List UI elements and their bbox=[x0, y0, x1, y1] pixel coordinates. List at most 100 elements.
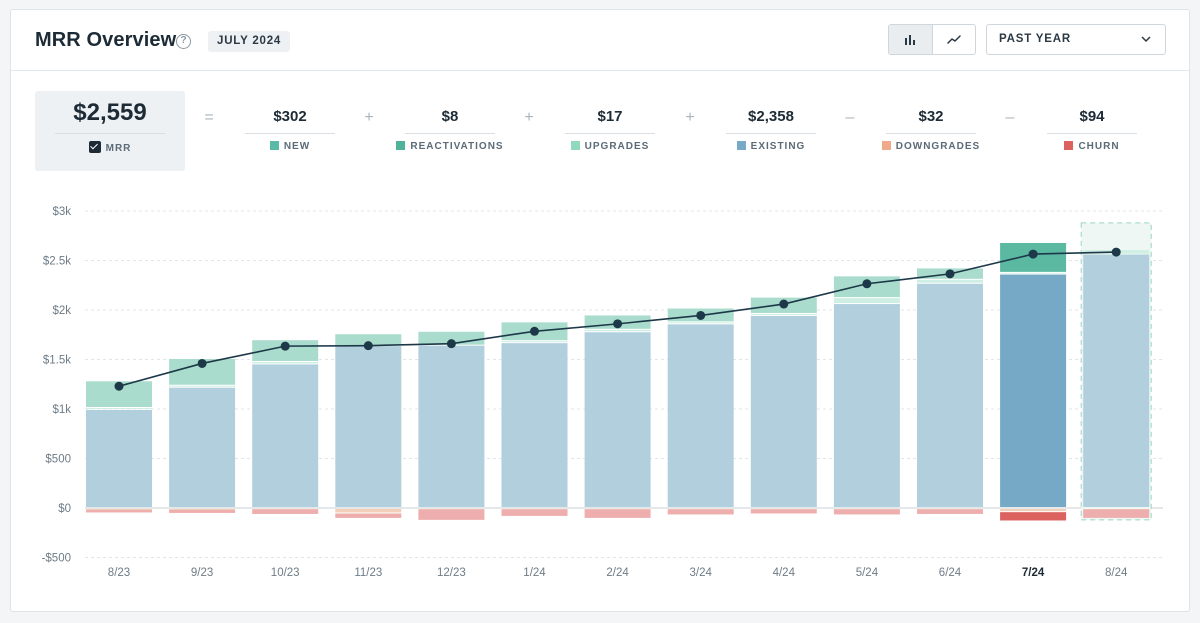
x-tick-label: 4/24 bbox=[773, 567, 796, 579]
bar-existing-7/24 bbox=[1000, 274, 1067, 507]
bar-upgrades-3/24 bbox=[667, 322, 734, 324]
bar-existing-1/24 bbox=[501, 343, 568, 507]
question-circle-icon[interactable]: ? bbox=[176, 34, 191, 49]
line-chart-toggle-button[interactable] bbox=[933, 25, 976, 54]
mrr-total-box[interactable]: $2,559 MRR bbox=[35, 91, 185, 171]
x-tick-label: 1/24 bbox=[523, 567, 546, 579]
mrr-summary: $2,559 MRR = $302 NEW + $8 REACTIVATIONS… bbox=[35, 91, 1165, 171]
component-existing[interactable]: $2,358 EXISTING bbox=[726, 91, 816, 171]
bar-upgrades-1/24 bbox=[501, 341, 568, 343]
chart-type-toggle bbox=[888, 24, 976, 55]
x-tick-label: 3/24 bbox=[690, 567, 713, 579]
downgrades-legend: DOWNGRADES bbox=[866, 141, 996, 152]
mrr-point-6/24 bbox=[945, 269, 955, 279]
mrr-point-12/23 bbox=[446, 339, 456, 349]
bar-existing-12/23 bbox=[418, 345, 485, 507]
date-badge[interactable]: JULY 2024 bbox=[208, 31, 291, 52]
bar-downgrades-9/23 bbox=[169, 509, 236, 510]
bar-chart-toggle-button[interactable] bbox=[889, 25, 933, 54]
mrr-point-9/23 bbox=[197, 358, 207, 368]
bar-upgrades-6/24 bbox=[917, 279, 983, 283]
bar-churn-4/24 bbox=[750, 509, 817, 514]
component-upgrades[interactable]: $17 UPGRADES bbox=[565, 91, 655, 171]
bar-upgrades-9/23 bbox=[169, 385, 236, 387]
card-header: MRR Overview ? JULY 2024 PAST YEAR bbox=[11, 10, 1189, 71]
x-tick-label: 2/24 bbox=[606, 567, 629, 579]
legend-swatch bbox=[269, 141, 279, 150]
bar-churn-6/24 bbox=[917, 509, 983, 514]
y-tick-label: -$500 bbox=[42, 553, 71, 565]
x-tick-label: 7/24 bbox=[1022, 567, 1045, 579]
bar-churn-5/24 bbox=[833, 509, 900, 515]
bar-existing-6/24 bbox=[917, 283, 983, 507]
bar-upgrades-5/24 bbox=[833, 298, 900, 304]
component-reactivations[interactable]: $8 REACTIVATIONS bbox=[396, 91, 503, 171]
bar-existing-3/24 bbox=[667, 324, 734, 507]
mrr-point-10/23 bbox=[280, 341, 290, 351]
legend-swatch bbox=[570, 141, 580, 150]
x-tick-label: 8/24 bbox=[1105, 567, 1128, 579]
bar-churn-9/23 bbox=[169, 509, 236, 513]
y-tick-label: $2.5k bbox=[43, 256, 71, 268]
bar-churn-3/24 bbox=[667, 509, 734, 515]
bar-existing-2/24 bbox=[584, 332, 651, 507]
x-tick-label: 9/23 bbox=[191, 567, 213, 579]
new-legend: NEW bbox=[225, 141, 355, 152]
x-tick-label: 10/23 bbox=[271, 567, 300, 579]
bar-upgrades-7/24 bbox=[1000, 272, 1067, 274]
upgrades-value: $17 bbox=[597, 108, 623, 125]
mrr-point-2/24 bbox=[613, 319, 623, 329]
y-tick-label: $1k bbox=[52, 404, 71, 416]
bar-upgrades-2/24 bbox=[584, 329, 651, 332]
bar-new-11/23 bbox=[335, 334, 402, 346]
operator-plus: + bbox=[685, 109, 695, 126]
bar-churn-7/24 bbox=[1000, 512, 1067, 521]
bar-downgrades-11/23 bbox=[335, 509, 402, 513]
mrr-checkbox[interactable] bbox=[88, 141, 101, 153]
bar-existing-5/24 bbox=[833, 304, 900, 507]
operator-minus: – bbox=[1005, 109, 1015, 126]
component-churn[interactable]: $94 CHURN bbox=[1047, 91, 1137, 171]
bar-chart-icon bbox=[905, 35, 916, 45]
bar-upgrades-10/23 bbox=[252, 361, 319, 364]
downgrades-value: $32 bbox=[918, 108, 944, 125]
bar-existing-10/23 bbox=[252, 364, 319, 507]
mrr-point-3/24 bbox=[696, 310, 706, 320]
x-tick-label: 5/24 bbox=[856, 567, 879, 579]
reactivations-legend: REACTIVATIONS bbox=[385, 141, 515, 152]
y-tick-label: $3k bbox=[52, 206, 71, 218]
legend-swatch bbox=[1064, 141, 1074, 150]
bar-churn-12/23 bbox=[418, 509, 485, 520]
component-downgrades[interactable]: $32 DOWNGRADES bbox=[881, 91, 979, 171]
bar-churn-10/23 bbox=[252, 509, 319, 514]
new-value: $302 bbox=[273, 108, 307, 125]
bar-existing-8/24 bbox=[1083, 254, 1150, 507]
bar-upgrades-4/24 bbox=[750, 313, 817, 315]
mrr-label: MRR bbox=[35, 141, 185, 154]
operator-plus: + bbox=[364, 109, 374, 126]
existing-value: $2,358 bbox=[748, 108, 794, 125]
bar-churn-2/24 bbox=[584, 509, 651, 518]
mrr-point-5/24 bbox=[862, 279, 872, 289]
reactivations-value: $8 bbox=[441, 108, 459, 125]
y-tick-label: $0 bbox=[58, 503, 71, 515]
bar-upgrades-8/23 bbox=[86, 408, 152, 409]
y-tick-label: $500 bbox=[45, 454, 71, 466]
x-tick-label: 11/23 bbox=[354, 567, 382, 579]
y-tick-label: $2k bbox=[52, 305, 71, 317]
operator-plus: + bbox=[524, 109, 534, 126]
operator-equals: = bbox=[204, 109, 214, 126]
period-select[interactable]: PAST YEAR bbox=[986, 24, 1166, 55]
churn-legend: CHURN bbox=[1027, 141, 1157, 152]
y-tick-label: $1.5k bbox=[43, 355, 71, 367]
churn-value: $94 bbox=[1079, 108, 1105, 125]
x-tick-label: 8/23 bbox=[108, 567, 130, 579]
bar-existing-4/24 bbox=[750, 315, 817, 507]
chevron-down-icon bbox=[1141, 25, 1151, 66]
x-tick-label: 6/24 bbox=[939, 567, 962, 579]
bar-churn-1/24 bbox=[501, 509, 568, 516]
component-new[interactable]: $302 NEW bbox=[245, 91, 335, 171]
line-chart-icon bbox=[947, 34, 961, 44]
period-select-value: PAST YEAR bbox=[999, 33, 1071, 45]
mrr-overview-card: MRR Overview ? JULY 2024 PAST YEAR bbox=[10, 9, 1190, 612]
